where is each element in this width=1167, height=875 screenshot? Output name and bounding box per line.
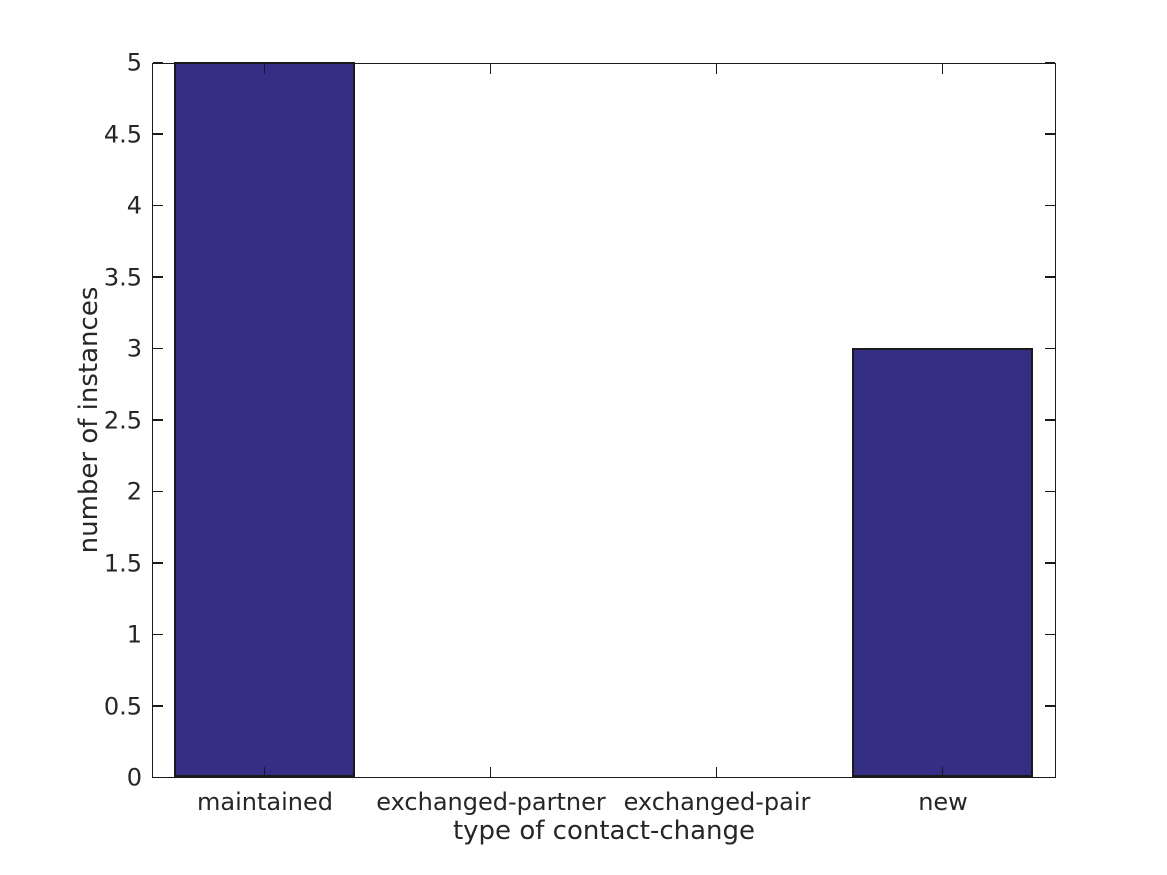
y-tick-left-1 bbox=[153, 633, 163, 636]
y-tick-left-3 bbox=[153, 347, 163, 350]
y-tick-left-5 bbox=[153, 61, 163, 64]
x-tick-label-exchanged-pair: exchanged-pair bbox=[623, 788, 811, 816]
y-tick-right-1.5 bbox=[1045, 562, 1055, 564]
y-tick-right-0.5 bbox=[1045, 705, 1055, 707]
y-axis-label: number of instances bbox=[74, 286, 104, 554]
bar-maintained bbox=[174, 62, 355, 777]
y-tick-right-2 bbox=[1045, 490, 1055, 493]
y-tick-label-2: 2 bbox=[126, 477, 142, 506]
y-tick-right-2.5 bbox=[1045, 419, 1055, 421]
x-tick-top-exchanged-pair bbox=[715, 64, 718, 74]
y-tick-label-1: 1 bbox=[126, 620, 142, 649]
x-tick-top-new bbox=[941, 64, 944, 74]
y-tick-right-5 bbox=[1045, 61, 1055, 64]
y-tick-left-4 bbox=[153, 204, 163, 207]
plot-area bbox=[152, 61, 1056, 779]
y-tick-right-3 bbox=[1045, 347, 1055, 350]
y-tick-right-4.5 bbox=[1045, 133, 1055, 135]
y-tick-right-3.5 bbox=[1045, 276, 1055, 278]
y-tick-left-0.5 bbox=[153, 705, 163, 707]
y-tick-left-0 bbox=[153, 776, 163, 779]
y-tick-left-1.5 bbox=[153, 562, 163, 564]
y-tick-label-4: 4 bbox=[126, 191, 142, 220]
y-tick-label-4.5: 4.5 bbox=[103, 119, 142, 148]
x-tick-bottom-exchanged-partner bbox=[489, 767, 492, 777]
x-tick-bottom-exchanged-pair bbox=[715, 767, 718, 777]
y-tick-label-3: 3 bbox=[126, 334, 142, 363]
y-tick-label-5: 5 bbox=[126, 48, 142, 77]
x-tick-bottom-maintained bbox=[263, 767, 266, 777]
y-tick-left-2 bbox=[153, 490, 163, 493]
y-tick-label-0: 0 bbox=[126, 763, 142, 792]
y-tick-label-2.5: 2.5 bbox=[103, 405, 142, 434]
y-tick-label-0.5: 0.5 bbox=[103, 691, 142, 720]
y-tick-left-2.5 bbox=[153, 419, 163, 421]
y-tick-left-3.5 bbox=[153, 276, 163, 278]
x-tick-label-exchanged-partner: exchanged-partner bbox=[376, 788, 606, 816]
bar-new bbox=[852, 348, 1033, 777]
x-tick-label-maintained: maintained bbox=[197, 788, 333, 816]
x-tick-bottom-new bbox=[941, 767, 944, 777]
x-tick-top-maintained bbox=[263, 64, 266, 74]
y-tick-label-3.5: 3.5 bbox=[103, 262, 142, 291]
y-tick-right-4 bbox=[1045, 204, 1055, 207]
y-tick-right-0 bbox=[1045, 776, 1055, 779]
y-tick-label-1.5: 1.5 bbox=[103, 548, 142, 577]
x-tick-top-exchanged-partner bbox=[489, 64, 492, 74]
x-axis-label: type of contact-change bbox=[452, 816, 756, 846]
x-tick-label-new: new bbox=[918, 788, 968, 816]
y-tick-left-4.5 bbox=[153, 133, 163, 135]
y-tick-right-1 bbox=[1045, 633, 1055, 636]
